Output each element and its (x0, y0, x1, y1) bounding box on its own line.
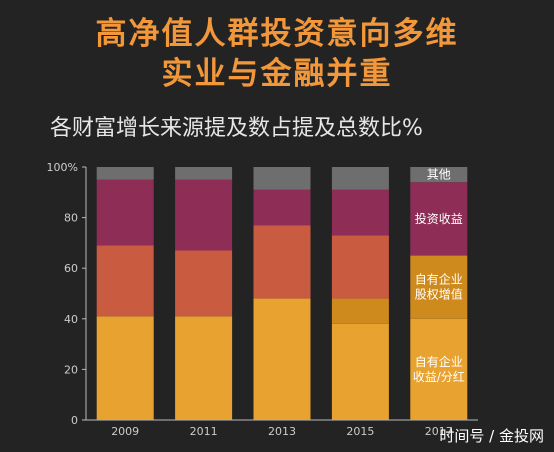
bar-segment (253, 189, 311, 226)
page-title-line2: 实业与金融并重 (161, 56, 393, 92)
bar-segment (253, 298, 311, 420)
bar-segment (331, 189, 389, 236)
bar-segment (253, 225, 311, 299)
bar-segment (331, 323, 389, 420)
bar-segment (96, 316, 154, 420)
y-tick-label: 20 (64, 363, 78, 376)
x-tick-label: 2017 (425, 425, 453, 438)
y-tick-label: 40 (64, 313, 78, 326)
bar-segment (410, 318, 468, 420)
y-tick-label: 100% (47, 161, 78, 174)
chart-title: 各财富增长来源提及数占提及总数比% (50, 116, 423, 141)
legend-label: 投资收益 (415, 211, 463, 226)
x-tick-label: 2015 (346, 425, 374, 438)
bar-segment (175, 167, 233, 180)
bar-segment (410, 182, 468, 256)
bar-segment (410, 167, 468, 183)
legend-label: 收益/分红 (413, 369, 465, 384)
bar-segment (96, 179, 154, 246)
bar-segment (175, 250, 233, 317)
bar-segment (175, 316, 233, 420)
bar-segment (410, 255, 468, 319)
bar-segment (96, 245, 154, 317)
x-tick-label: 2011 (190, 425, 218, 438)
bar-segment (331, 167, 389, 190)
bar-segment (331, 235, 389, 299)
legend-label: 股权增值 (415, 287, 463, 302)
bar-segment (331, 298, 389, 324)
watermark: 时间号 / 金投网 (439, 427, 544, 445)
legend-label: 其他 (427, 168, 451, 182)
x-tick-label: 2009 (111, 425, 139, 438)
y-tick-label: 80 (64, 212, 78, 225)
legend-label: 自有企业 (415, 272, 463, 287)
y-tick-label: 0 (71, 414, 78, 427)
y-tick-label: 60 (64, 262, 78, 275)
bar-segment (175, 179, 233, 251)
x-tick-label: 2013 (268, 425, 296, 438)
legend-label: 自有企业 (415, 354, 463, 369)
bar-segment (253, 167, 311, 190)
page-title-line1: 高净值人群投资意向多维 (95, 16, 459, 52)
bar-segment (96, 167, 154, 180)
